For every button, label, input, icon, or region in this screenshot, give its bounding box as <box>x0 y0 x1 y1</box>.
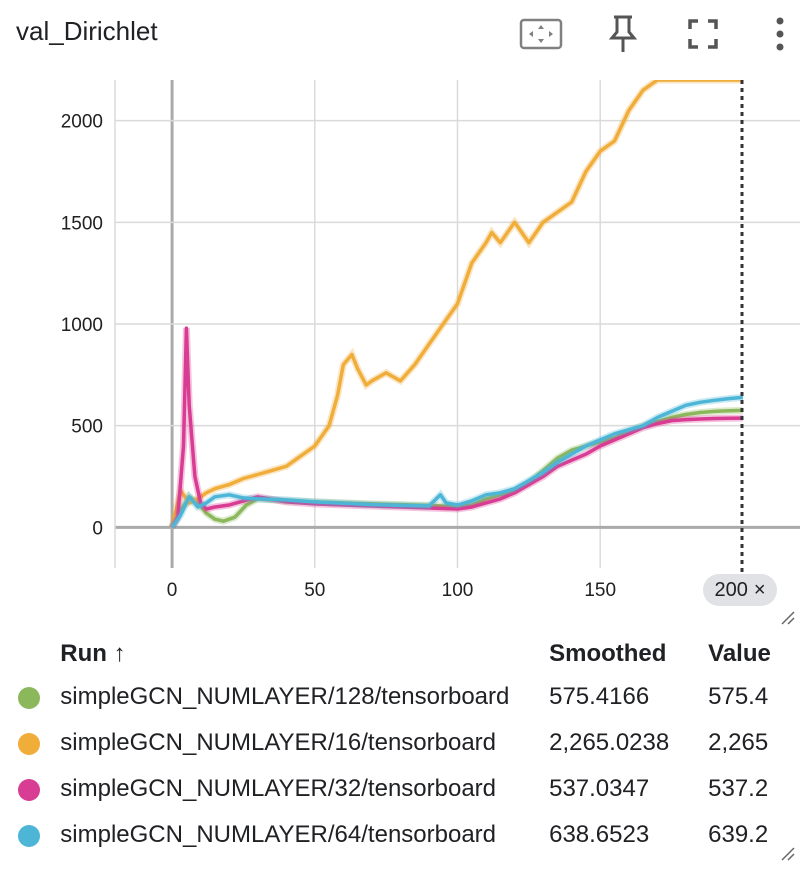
step-pill-label: 200 <box>714 578 748 601</box>
table-row[interactable]: simpleGCN_NUMLAYER/32/tensorboard 537.034… <box>18 766 800 812</box>
raw-value: 2,265 <box>708 729 769 756</box>
raw-value: 537.2 <box>708 775 769 802</box>
series-lines <box>168 80 744 530</box>
y-tick-label: 0 <box>92 518 103 539</box>
run-color-swatch <box>18 824 40 847</box>
run-color-swatch <box>18 686 40 709</box>
more-options-button[interactable] <box>758 12 802 56</box>
resize-handle-icon[interactable] <box>780 846 796 862</box>
y-tick-label: 2000 <box>61 112 103 133</box>
close-icon[interactable]: × <box>753 578 766 601</box>
run-name: simpleGCN_NUMLAYER/32/tensorboard <box>60 775 497 802</box>
fullscreen-button[interactable] <box>681 12 725 56</box>
fit-domain-button[interactable] <box>519 12 563 56</box>
table-header-row: Run ↑ Smoothed Value <box>18 634 800 674</box>
x-tick-label: 100 <box>442 580 474 601</box>
smoothed-value: 638.6523 <box>549 821 650 848</box>
raw-value: 639.2 <box>708 821 769 848</box>
step-pill[interactable]: 200 × <box>703 574 777 606</box>
smoothed-column-header[interactable]: Smoothed <box>549 640 667 667</box>
more-vert-icon <box>776 17 784 51</box>
y-tick-label: 1000 <box>61 315 103 336</box>
chart-title: val_Dirichlet <box>16 16 158 46</box>
table-row[interactable]: simpleGCN_NUMLAYER/128/tensorboard 575.41… <box>18 674 800 720</box>
run-color-swatch <box>18 732 40 755</box>
y-tick-label: 500 <box>71 417 103 438</box>
grid-lines <box>114 80 800 568</box>
raw-value: 575.4 <box>708 683 769 710</box>
value-column-header[interactable]: Value <box>708 640 771 667</box>
smoothed-value: 2,265.0238 <box>549 729 670 756</box>
run-table: Run ↑ Smoothed Value simpleGCN_NUMLAYER/… <box>18 634 800 858</box>
run-name: simpleGCN_NUMLAYER/16/tensorboard <box>60 729 497 756</box>
x-tick-label: 150 <box>584 580 616 601</box>
run-color-swatch <box>18 778 40 801</box>
series-line <box>170 408 743 529</box>
fullscreen-icon <box>688 19 718 49</box>
smoothed-value: 537.0347 <box>549 775 650 802</box>
run-name: simpleGCN_NUMLAYER/64/tensorboard <box>60 821 497 848</box>
series-line <box>170 80 743 528</box>
table-row[interactable]: simpleGCN_NUMLAYER/64/tensorboard 638.652… <box>18 812 800 858</box>
fit-domain-icon <box>519 18 563 50</box>
series-line <box>170 395 744 529</box>
y-tick-label: 1500 <box>61 213 103 234</box>
resize-handle-icon[interactable] <box>780 610 796 626</box>
pin-icon <box>608 15 638 52</box>
smoothed-value: 575.4166 <box>549 683 650 710</box>
x-tick-label: 0 <box>167 580 178 601</box>
run-name: simpleGCN_NUMLAYER/128/tensorboard <box>60 683 510 710</box>
x-tick-label: 50 <box>304 580 325 601</box>
table-row[interactable]: simpleGCN_NUMLAYER/16/tensorboard 2,265.0… <box>18 720 800 766</box>
pin-button[interactable] <box>601 12 645 56</box>
run-column-header[interactable]: Run ↑ <box>60 640 126 667</box>
